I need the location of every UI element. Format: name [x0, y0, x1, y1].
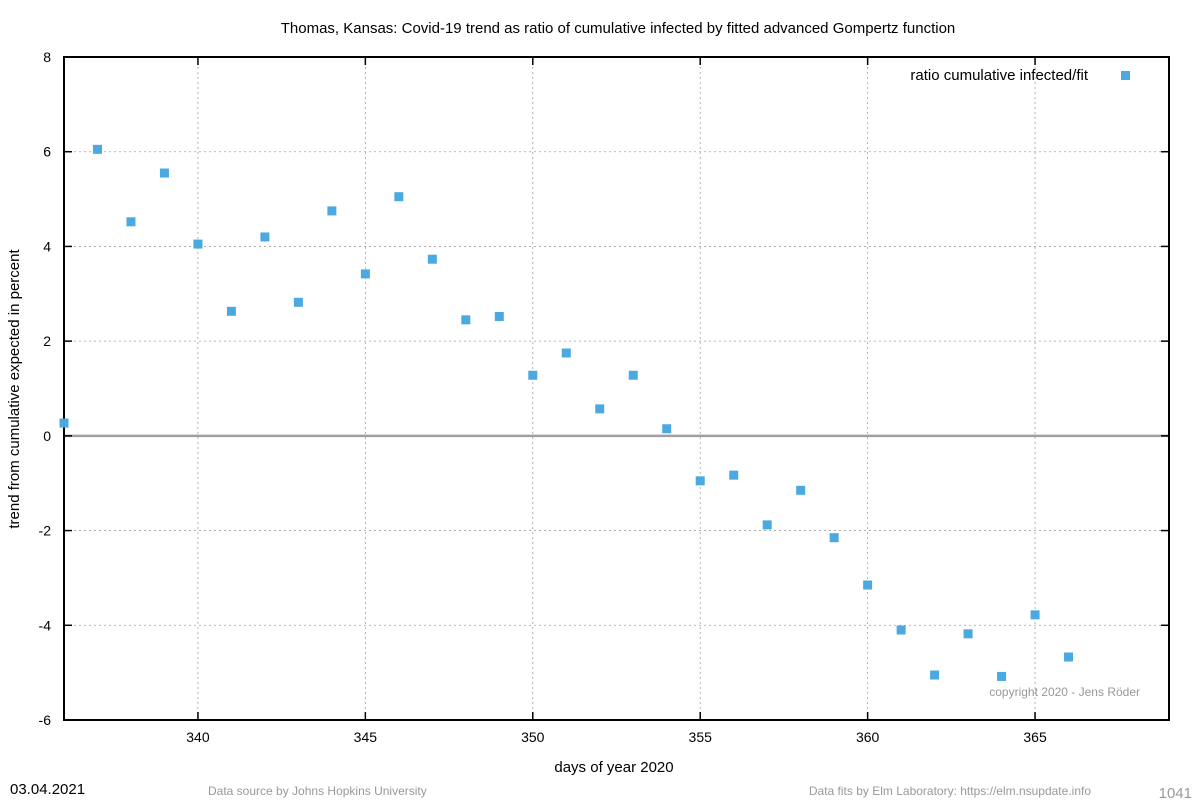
data-point — [360, 269, 370, 279]
y-tick-label: 4 — [43, 238, 51, 254]
y-tick-label: 2 — [43, 333, 51, 349]
data-point — [461, 315, 471, 325]
data-point — [193, 239, 203, 249]
x-tick-labels: 340 345 350 355 360 365 — [186, 729, 1047, 745]
grid-lines — [64, 57, 1169, 720]
x-tick-label: 345 — [354, 729, 378, 745]
data-point — [528, 370, 538, 380]
y-tick-label: -2 — [39, 523, 52, 539]
legend: ratio cumulative infected/fit — [910, 67, 1130, 84]
data-point — [92, 144, 102, 154]
data-point — [159, 168, 169, 178]
footer-date: 03.04.2021 — [10, 781, 85, 798]
data-point — [226, 306, 236, 316]
data-point — [260, 232, 270, 242]
data-point — [796, 485, 806, 495]
data-point — [1064, 652, 1074, 662]
data-point — [863, 580, 873, 590]
data-point — [829, 533, 839, 543]
footer-number: 1041 — [1159, 785, 1192, 800]
data-point — [293, 297, 303, 307]
y-tick-label: 8 — [43, 49, 51, 65]
x-tick-label: 365 — [1023, 729, 1047, 745]
x-tick-label: 350 — [521, 729, 545, 745]
data-point — [126, 217, 136, 227]
data-point — [896, 625, 906, 635]
data-point — [561, 348, 571, 358]
data-point — [963, 629, 973, 639]
legend-label: ratio cumulative infected/fit — [910, 67, 1088, 84]
axis-ticks — [64, 56, 1169, 721]
legend-marker — [1121, 71, 1130, 80]
data-point — [394, 192, 404, 202]
data-point — [427, 254, 437, 264]
data-point — [930, 670, 940, 680]
chart-title: Thomas, Kansas: Covid-19 trend as ratio … — [281, 20, 956, 37]
data-point — [628, 370, 638, 380]
data-point — [595, 404, 605, 414]
x-tick-label: 340 — [186, 729, 210, 745]
x-tick-label: 360 — [856, 729, 880, 745]
y-tick-label: 0 — [43, 428, 51, 444]
plot-frame — [63, 56, 1170, 721]
copyright-note: copyright 2020 - Jens Röder — [989, 685, 1140, 699]
footer-fits: Data fits by Elm Laboratory: https://elm… — [809, 784, 1091, 798]
y-tick-label: -6 — [39, 712, 52, 728]
data-point — [494, 312, 504, 322]
y-tick-label: 6 — [43, 144, 51, 160]
data-point — [762, 520, 772, 530]
data-point — [1030, 610, 1040, 620]
data-points — [59, 144, 1074, 681]
data-point — [327, 206, 337, 216]
x-axis-label: days of year 2020 — [554, 759, 673, 776]
x-tick-label: 355 — [689, 729, 713, 745]
footer-source: Data source by Johns Hopkins University — [208, 784, 427, 798]
data-point — [997, 671, 1007, 681]
y-tick-label: -4 — [39, 617, 52, 633]
data-point — [695, 476, 705, 486]
y-axis-label: trend from cumulative expected in percen… — [6, 249, 23, 529]
data-point — [59, 418, 69, 428]
data-point — [662, 424, 672, 434]
y-tick-labels: -6 -4 -2 0 2 4 6 8 — [39, 49, 52, 728]
data-point — [729, 470, 739, 480]
